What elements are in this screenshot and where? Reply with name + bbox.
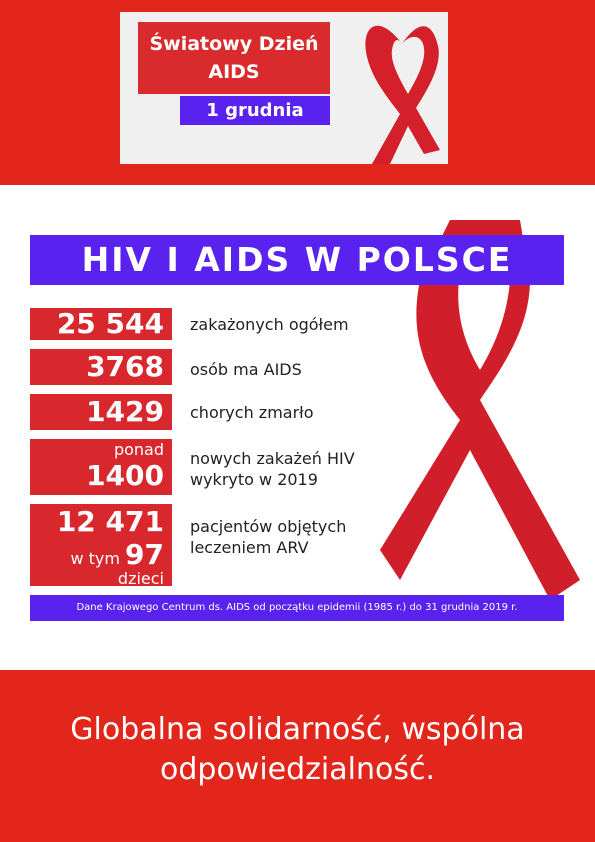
- stat-label: pacjentów objętych leczeniem ARV: [190, 516, 346, 558]
- top-banner: Światowy Dzień AIDS 1 grudnia: [0, 0, 595, 185]
- stat-deaths: 1429: [30, 394, 172, 430]
- stat-new-infections: ponad 1400: [30, 439, 172, 495]
- stat-value: 1429: [86, 395, 164, 428]
- aids-ribbon-icon: [365, 25, 440, 164]
- slogan-line2: odpowiedzialność.: [160, 752, 435, 787]
- stat-arv-patients: 12 471 w tym 97 dzieci: [30, 504, 172, 588]
- stat-value: 12 471: [56, 505, 164, 538]
- stat-value: 1400: [86, 459, 164, 492]
- event-title-line2: AIDS: [208, 61, 260, 83]
- infographic-header: HIV I AIDS W POLSCE: [30, 235, 564, 285]
- stat-sub-value: 97: [125, 538, 164, 571]
- stat-total-infected: 25 544: [30, 308, 172, 340]
- stat-label-line2: wykryto w 2019: [190, 470, 318, 489]
- stat-value: 25 544: [56, 307, 164, 340]
- stat-label: chorych zmarło: [190, 403, 314, 422]
- stat-label-line1: pacjentów objętych: [190, 517, 347, 536]
- stat-sub-prefix: w tym: [70, 549, 120, 568]
- stat-label: nowych zakażeń HIV wykryto w 2019: [190, 448, 355, 490]
- statistics-card: HIV I AIDS W POLSCE 25 544 zakażonych og…: [30, 220, 580, 622]
- bottom-banner: Globalna solidarność, wspólna odpowiedzi…: [0, 670, 595, 842]
- stat-value: 3768: [86, 350, 164, 383]
- stat-aids-cases: 3768: [30, 349, 172, 385]
- header-card: Światowy Dzień AIDS 1 grudnia: [120, 12, 448, 164]
- stat-prefix: ponad: [113, 440, 164, 459]
- event-title-line1: Światowy Dzień: [149, 33, 319, 55]
- data-source-note: Dane Krajowego Centrum ds. AIDS od począ…: [30, 595, 564, 621]
- stat-label: zakażonych ogółem: [190, 315, 349, 334]
- event-date: 1 grudnia: [180, 96, 330, 125]
- stat-label-line2: leczeniem ARV: [190, 538, 309, 557]
- stat-children: w tym 97: [30, 538, 164, 571]
- slogan-line1: Globalna solidarność, wspólna: [70, 712, 525, 747]
- event-title: Światowy Dzień AIDS: [138, 22, 330, 94]
- stat-label: osób ma AIDS: [190, 360, 302, 379]
- stat-label-line1: nowych zakażeń HIV: [190, 449, 355, 468]
- slogan: Globalna solidarność, wspólna odpowiedzi…: [0, 710, 595, 790]
- stat-suffix: dzieci: [117, 569, 164, 588]
